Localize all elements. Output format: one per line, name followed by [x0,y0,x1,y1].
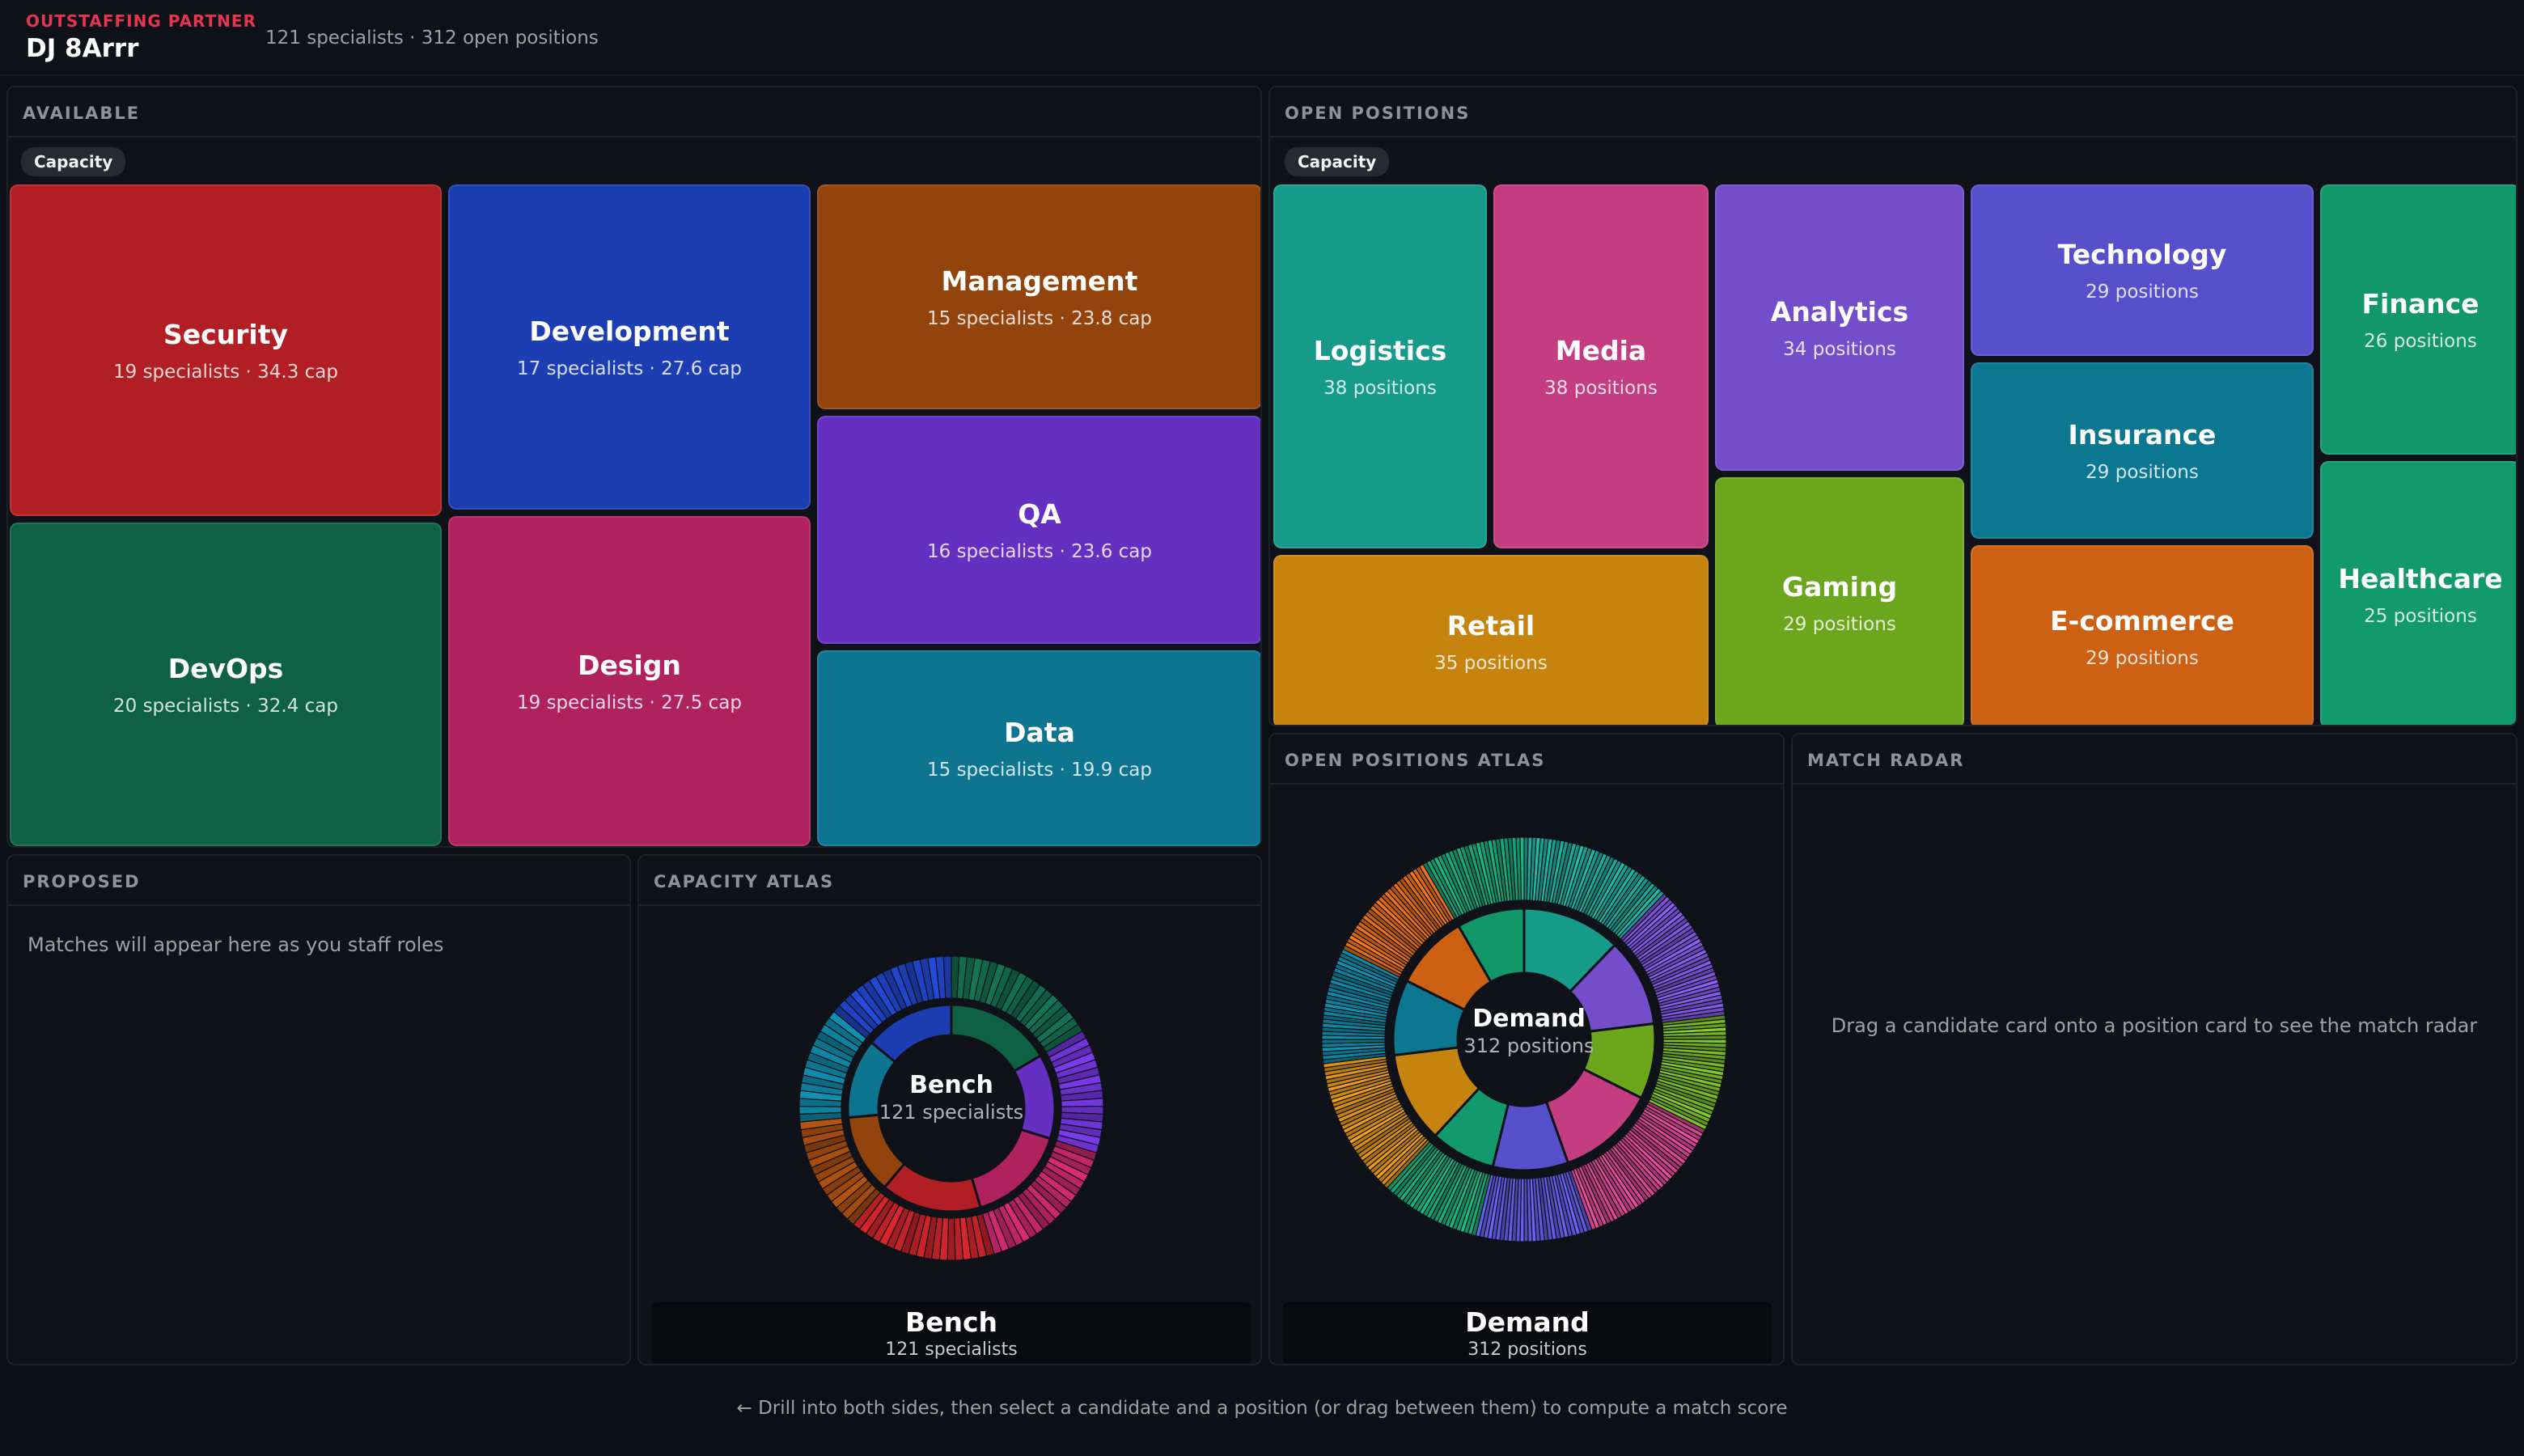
tile-technology[interactable]: Technology 29 positions [1971,184,2314,356]
match-radar-panel: MATCH RADAR Drag a candidate card onto a… [1791,733,2518,1365]
available-title: AVAILABLE [23,104,141,123]
panel-divider [8,904,629,906]
tile-name: Logistics [1313,334,1447,366]
sunburst-leaf[interactable] [798,1105,842,1115]
capacity-legend-bar: Bench 121 specialists [652,1302,1251,1364]
tile-meta: 16 specialists · 23.6 cap [927,540,1152,562]
tile-security[interactable]: Security 19 specialists · 34.3 cap [10,184,442,516]
tile-meta: 26 positions [2364,330,2477,352]
tile-meta: 38 positions [1544,377,1658,399]
capacity-atlas-panel: CAPACITY ATLAS Bench 121 specialists Ben… [637,854,1262,1365]
tile-meta: 29 positions [1783,613,1896,635]
sunburst-leaf[interactable] [1519,836,1525,901]
tile-meta: 25 positions [2364,605,2477,627]
tile-meta: 29 positions [2086,461,2199,483]
tile-ecommerce[interactable]: E-commerce 29 positions [1971,545,2314,725]
tile-meta: 29 positions [2086,281,2199,303]
tile-name: Analytics [1770,295,1909,328]
open-positions-capacity-chip[interactable]: Capacity [1285,147,1390,176]
panel-divider [8,136,1260,138]
proposed-empty-message: Matches will appear here as you staff ro… [28,933,444,956]
open-positions-title: OPEN POSITIONS [1285,104,1471,123]
tile-meta: 15 specialists · 19.9 cap [927,759,1152,781]
tile-finance[interactable]: Finance 26 positions [2320,184,2516,455]
tile-analytics[interactable]: Analytics 34 positions [1715,184,1964,471]
panel-divider [1270,783,1783,785]
demand-legend-bar: Demand 312 positions [1283,1302,1772,1364]
header-summary: 121 specialists · 312 open positions [265,28,599,49]
proposed-title: PROPOSED [23,872,141,891]
tile-data[interactable]: Data 15 specialists · 19.9 cap [817,650,1260,846]
tile-management[interactable]: Management 15 specialists · 23.8 cap [817,184,1260,409]
sunburst-segment-finance[interactable] [1456,907,1526,984]
tile-logistics[interactable]: Logistics 38 positions [1273,184,1487,548]
tile-gaming[interactable]: Gaming 29 positions [1715,477,1964,725]
available-capacity-chip[interactable]: Capacity [21,147,126,176]
tile-name: Gaming [1781,570,1898,603]
capacity-atlas-title: CAPACITY ATLAS [654,872,835,891]
panel-divider [639,904,1260,906]
demand-legend-sub: 312 positions [1467,1340,1587,1360]
sunburst-leaf[interactable] [1321,1039,1386,1044]
tile-name: Data [1004,716,1075,748]
tile-meta: 19 specialists · 34.3 cap [113,361,338,383]
sunburst-leaf[interactable] [1523,1178,1529,1242]
tile-name: E-commerce [2050,604,2234,637]
proposed-panel: PROPOSED Matches will appear here as you… [6,854,631,1365]
available-panel: AVAILABLE Capacity Security 19 specialis… [6,86,1262,848]
tile-name: Healthcare [2338,562,2503,595]
tile-meta: 15 specialists · 23.8 cap [927,307,1152,329]
tile-media[interactable]: Media 38 positions [1493,184,1709,548]
tile-name: Security [163,318,289,350]
footer-hint: ← Drill into both sides, then select a c… [736,1398,1788,1419]
match-radar-title: MATCH RADAR [1807,751,1965,770]
tile-meta: 29 positions [2086,647,2199,669]
tile-design[interactable]: Design 19 specialists · 27.5 cap [448,516,811,846]
tile-devops[interactable]: DevOps 20 specialists · 32.4 cap [10,523,442,846]
sunburst-leaf[interactable] [1662,1035,1727,1040]
sunburst-backdrop [798,954,1105,1262]
tile-meta: 20 specialists · 32.4 cap [113,695,338,717]
sunburst-leaf[interactable] [942,955,952,999]
tile-name: Retail [1446,609,1535,641]
app-header: OUTSTAFFING PARTNER DJ 8Arrr 121 special… [0,0,2524,76]
tile-name: Design [578,649,681,681]
tile-meta: 38 positions [1323,377,1437,399]
sunburst-segment-development[interactable] [870,1003,953,1064]
capacity-sunburst[interactable] [790,946,1113,1270]
tile-name: QA [1018,497,1061,530]
tile-development[interactable]: Development 17 specialists · 27.6 cap [448,184,811,510]
open-positions-panel: OPEN POSITIONS Capacity Logistics 38 pos… [1268,86,2518,726]
panel-divider [1270,136,2516,138]
tile-qa[interactable]: QA 16 specialists · 23.6 cap [817,416,1260,644]
brand-title: DJ 8Arrr [26,34,139,63]
tile-name: Insurance [2068,418,2217,451]
tile-meta: 19 specialists · 27.5 cap [517,692,742,713]
tile-meta: 17 specialists · 27.6 cap [517,358,742,379]
tile-name: DevOps [167,652,284,684]
tile-name: Development [529,315,730,347]
tile-meta: 35 positions [1434,652,1548,674]
tile-name: Management [941,265,1138,297]
panel-divider [1793,783,2516,785]
tile-name: Finance [2361,287,2480,320]
demand-legend-name: Demand [1465,1306,1590,1338]
positions-atlas-title: OPEN POSITIONS ATLAS [1285,751,1546,770]
tile-healthcare[interactable]: Healthcare 25 positions [2320,461,2516,725]
tile-meta: 34 positions [1783,338,1896,360]
capacity-legend-sub: 121 specialists [885,1340,1018,1360]
match-radar-empty-message: Drag a candidate card onto a position ca… [1831,1014,2478,1037]
demand-sunburst[interactable] [1318,833,1730,1246]
positions-atlas-panel: OPEN POSITIONS ATLAS Demand 312 position… [1268,733,1785,1365]
tile-retail[interactable]: Retail 35 positions [1273,555,1709,725]
tile-name: Media [1555,334,1647,366]
header-eyebrow: OUTSTAFFING PARTNER [26,11,256,31]
tile-insurance[interactable]: Insurance 29 positions [1971,362,2314,539]
tile-name: Technology [2057,238,2227,270]
capacity-legend-name: Bench [904,1306,998,1338]
